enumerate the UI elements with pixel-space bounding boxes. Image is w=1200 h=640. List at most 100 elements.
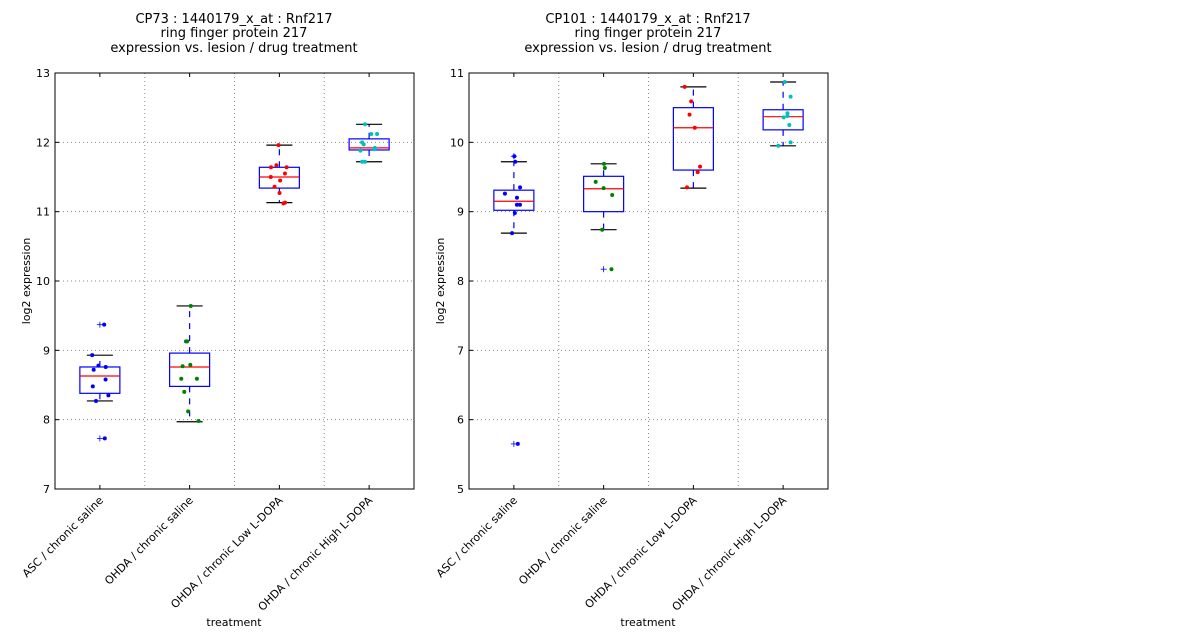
y-tick-label: 6 bbox=[457, 414, 464, 427]
x-axis-label: treatment bbox=[620, 616, 676, 629]
data-point bbox=[194, 376, 199, 381]
data-point bbox=[369, 132, 374, 137]
data-point bbox=[375, 132, 380, 137]
data-point bbox=[785, 111, 790, 116]
y-tick-label: 12 bbox=[36, 136, 50, 149]
box-3 bbox=[258, 143, 300, 206]
data-point bbox=[284, 165, 289, 170]
box-iqr bbox=[258, 166, 300, 189]
data-point bbox=[685, 185, 690, 190]
chart-title-line-1: CP101 : 1440179_x_at : Rnf217 bbox=[545, 12, 750, 27]
data-point bbox=[102, 436, 107, 441]
data-point bbox=[602, 161, 607, 166]
y-tick-label: 7 bbox=[43, 483, 50, 496]
y-tick-label: 9 bbox=[457, 206, 464, 219]
box-2 bbox=[169, 303, 211, 424]
box-1 bbox=[79, 321, 121, 442]
x-axis-label: treatment bbox=[206, 616, 262, 629]
data-point bbox=[593, 179, 598, 184]
box-iqr bbox=[169, 352, 211, 387]
box-iqr bbox=[348, 138, 390, 151]
data-point bbox=[510, 231, 515, 236]
data-point bbox=[502, 191, 507, 196]
data-point bbox=[360, 159, 365, 164]
box-4 bbox=[762, 80, 804, 148]
data-point bbox=[358, 148, 363, 153]
data-point bbox=[90, 353, 95, 358]
box-iqr bbox=[493, 189, 535, 211]
chart-title-line-3: expression vs. lesion / drug treatment bbox=[110, 41, 357, 56]
data-point bbox=[609, 267, 614, 272]
y-axis-label: log2 expression bbox=[434, 238, 447, 325]
data-point bbox=[781, 115, 786, 120]
data-point bbox=[276, 143, 281, 148]
y-axis-label: log2 expression bbox=[20, 238, 33, 325]
data-point bbox=[183, 339, 188, 344]
box-iqr bbox=[583, 175, 625, 213]
x-tick-label: ASC / chronic saline bbox=[20, 494, 106, 580]
box-4 bbox=[348, 122, 390, 164]
chart-title-line-2: ring finger protein 217 bbox=[161, 26, 308, 41]
box-iqr bbox=[79, 366, 121, 394]
data-point bbox=[196, 419, 201, 424]
chart-title-line-3: expression vs. lesion / drug treatment bbox=[524, 41, 771, 56]
data-point bbox=[282, 171, 287, 176]
data-point bbox=[372, 147, 377, 152]
y-tick-label: 7 bbox=[457, 344, 464, 357]
box-1 bbox=[493, 153, 535, 447]
chart-title-line-2: ring finger protein 217 bbox=[575, 26, 722, 41]
data-point bbox=[514, 195, 519, 200]
data-point bbox=[687, 112, 692, 117]
data-point bbox=[278, 178, 283, 183]
y-tick-label: 9 bbox=[43, 344, 50, 357]
data-point bbox=[102, 322, 107, 327]
data-point bbox=[103, 364, 108, 369]
data-point bbox=[272, 184, 277, 189]
data-point bbox=[689, 99, 694, 104]
y-tick-label: 8 bbox=[457, 275, 464, 288]
data-point bbox=[610, 193, 615, 198]
data-point bbox=[182, 389, 187, 394]
data-point bbox=[268, 175, 273, 179]
data-point bbox=[782, 80, 787, 85]
plot-frame bbox=[54, 72, 415, 490]
data-point bbox=[517, 202, 522, 207]
y-tick-label: 13 bbox=[36, 67, 50, 80]
box-2 bbox=[583, 161, 625, 273]
data-point bbox=[788, 140, 793, 145]
y-tick-label: 10 bbox=[450, 136, 464, 149]
data-point bbox=[91, 367, 96, 372]
box-iqr bbox=[672, 107, 714, 171]
data-point bbox=[281, 201, 286, 206]
data-point bbox=[698, 164, 703, 169]
data-point bbox=[514, 202, 519, 207]
data-point bbox=[186, 409, 191, 414]
data-point bbox=[512, 154, 517, 159]
data-point bbox=[788, 94, 793, 99]
y-tick-label: 10 bbox=[36, 275, 50, 288]
y-tick-label: 5 bbox=[457, 483, 464, 496]
data-point bbox=[96, 363, 101, 368]
data-point bbox=[602, 165, 607, 170]
plot-frame bbox=[468, 72, 829, 490]
data-point bbox=[787, 123, 792, 127]
data-point bbox=[776, 143, 781, 148]
data-point bbox=[106, 393, 111, 398]
chart-panel-cp101: CP101 : 1440179_x_at : Rnf217 ring finge… bbox=[434, 12, 829, 629]
grid bbox=[469, 73, 828, 489]
data-point bbox=[692, 125, 697, 130]
data-point bbox=[180, 364, 185, 369]
y-tick-label: 11 bbox=[36, 206, 50, 219]
box-3 bbox=[672, 84, 714, 190]
data-point bbox=[695, 170, 700, 175]
data-point bbox=[513, 159, 518, 164]
data-point bbox=[600, 227, 605, 232]
data-point bbox=[188, 303, 193, 308]
data-point bbox=[90, 384, 95, 389]
x-tick-label: OHDA / chronic saline bbox=[102, 494, 196, 588]
data-point bbox=[94, 398, 99, 403]
x-tick-label: ASC / chronic saline bbox=[434, 494, 520, 580]
data-point bbox=[512, 211, 517, 216]
data-point bbox=[518, 185, 523, 190]
